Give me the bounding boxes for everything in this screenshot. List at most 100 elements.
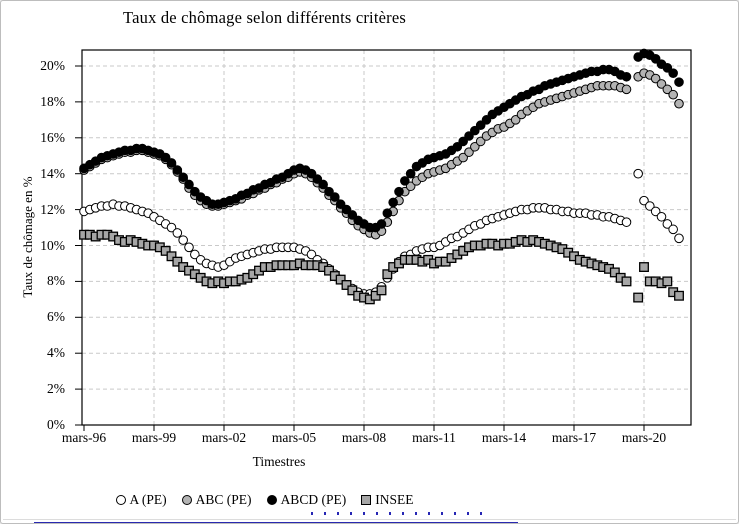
data-point [335,199,346,210]
data-point [306,249,317,260]
y-tick-label: 4% [47,345,65,361]
data-point [306,168,317,179]
y-tick-label: 0% [47,417,65,432]
data-point [470,125,480,136]
data-point [464,147,474,157]
y-tick-label: 16% [40,129,65,145]
y-tick-label: 12% [40,201,65,217]
data-point [376,219,387,229]
data-point [330,192,340,202]
x-tick-label: mars-11 [412,430,456,445]
data-point [324,186,334,197]
data-point [656,211,667,222]
data-point [668,89,678,100]
data-point [160,245,171,256]
x-tick-label: mars-96 [61,430,107,445]
data-point [370,290,381,301]
y-tick-label: 6% [47,309,65,325]
data-point [621,276,632,287]
bottom-divider-line [3,519,736,520]
data-point [400,176,410,186]
data-point [650,206,661,217]
data-point [405,181,416,192]
data-point [312,174,323,184]
x-tick-label: mars-05 [271,430,317,445]
legend-item-insee: INSEE [361,492,413,508]
data-point [639,195,649,206]
legend-label: ABC (PE) [195,492,252,507]
data-point [621,217,632,227]
data-point [645,201,655,211]
data-point [668,224,678,235]
data-point [662,62,673,73]
data-point [633,168,643,179]
data-point [184,179,194,190]
x-tick-label: mars-14 [481,430,527,445]
data-point [674,98,684,109]
y-tick-label: 20% [40,58,65,73]
data-point [609,267,620,278]
data-point [166,158,177,168]
circle-marker-icon [266,495,277,505]
data-point [650,73,661,84]
data-point [621,71,632,82]
clipped-blue-text-fragments [311,512,483,515]
bottom-blue-bar [34,522,518,523]
data-point [376,285,387,296]
data-point [324,265,334,276]
data-point [656,79,667,89]
data-point [668,68,678,78]
data-point [160,152,171,163]
x-axis-title: Timestres [252,454,306,469]
data-point [190,249,200,260]
legend-label: A (PE) [129,492,167,507]
y-tick-label: 10% [40,237,65,253]
circle-marker-icon [181,495,192,505]
series-a-pe- [79,168,684,299]
data-point [382,269,393,280]
data-point [481,115,492,125]
data-point [452,141,463,152]
y-tick-label: 14% [40,165,65,181]
legend-label: ABCD (PE) [280,492,347,507]
data-point [662,276,673,287]
data-point [184,242,194,253]
y-tick-label: 8% [47,273,65,289]
data-point [341,204,352,215]
data-point [178,172,188,183]
data-point [318,179,328,190]
data-point [347,210,358,220]
data-point [347,285,358,296]
data-point [475,136,486,147]
data-point [633,292,644,303]
data-point [475,120,486,131]
data-point [470,141,480,152]
x-tick-label: mars-20 [621,430,667,445]
data-point [674,77,684,87]
x-tick-label: mars-99 [131,430,177,445]
x-tick-label: mars-02 [201,430,247,445]
square-marker-icon [361,495,372,505]
series-abcd-pe- [79,48,684,233]
data-point [662,84,673,95]
circle-marker-icon [115,495,126,505]
chart-title: Taux de chômage selon différents critère… [122,8,406,27]
data-point [464,131,474,141]
data-point [621,84,632,95]
data-point [166,251,177,262]
data-point [166,222,177,233]
legend-item-abc-pe-: ABC (PE) [181,492,252,508]
data-point [662,219,673,229]
data-point [458,136,468,147]
data-point [178,235,188,245]
data-point [405,168,416,179]
data-point [172,256,183,267]
legend-item-abcd-pe-: ABCD (PE) [266,492,347,508]
x-tick-label: mars-17 [551,430,597,445]
data-point [172,228,183,238]
data-point [674,290,684,301]
x-tick-label: mars-08 [341,430,387,445]
data-point [388,197,398,208]
legend-label: INSEE [375,492,414,507]
